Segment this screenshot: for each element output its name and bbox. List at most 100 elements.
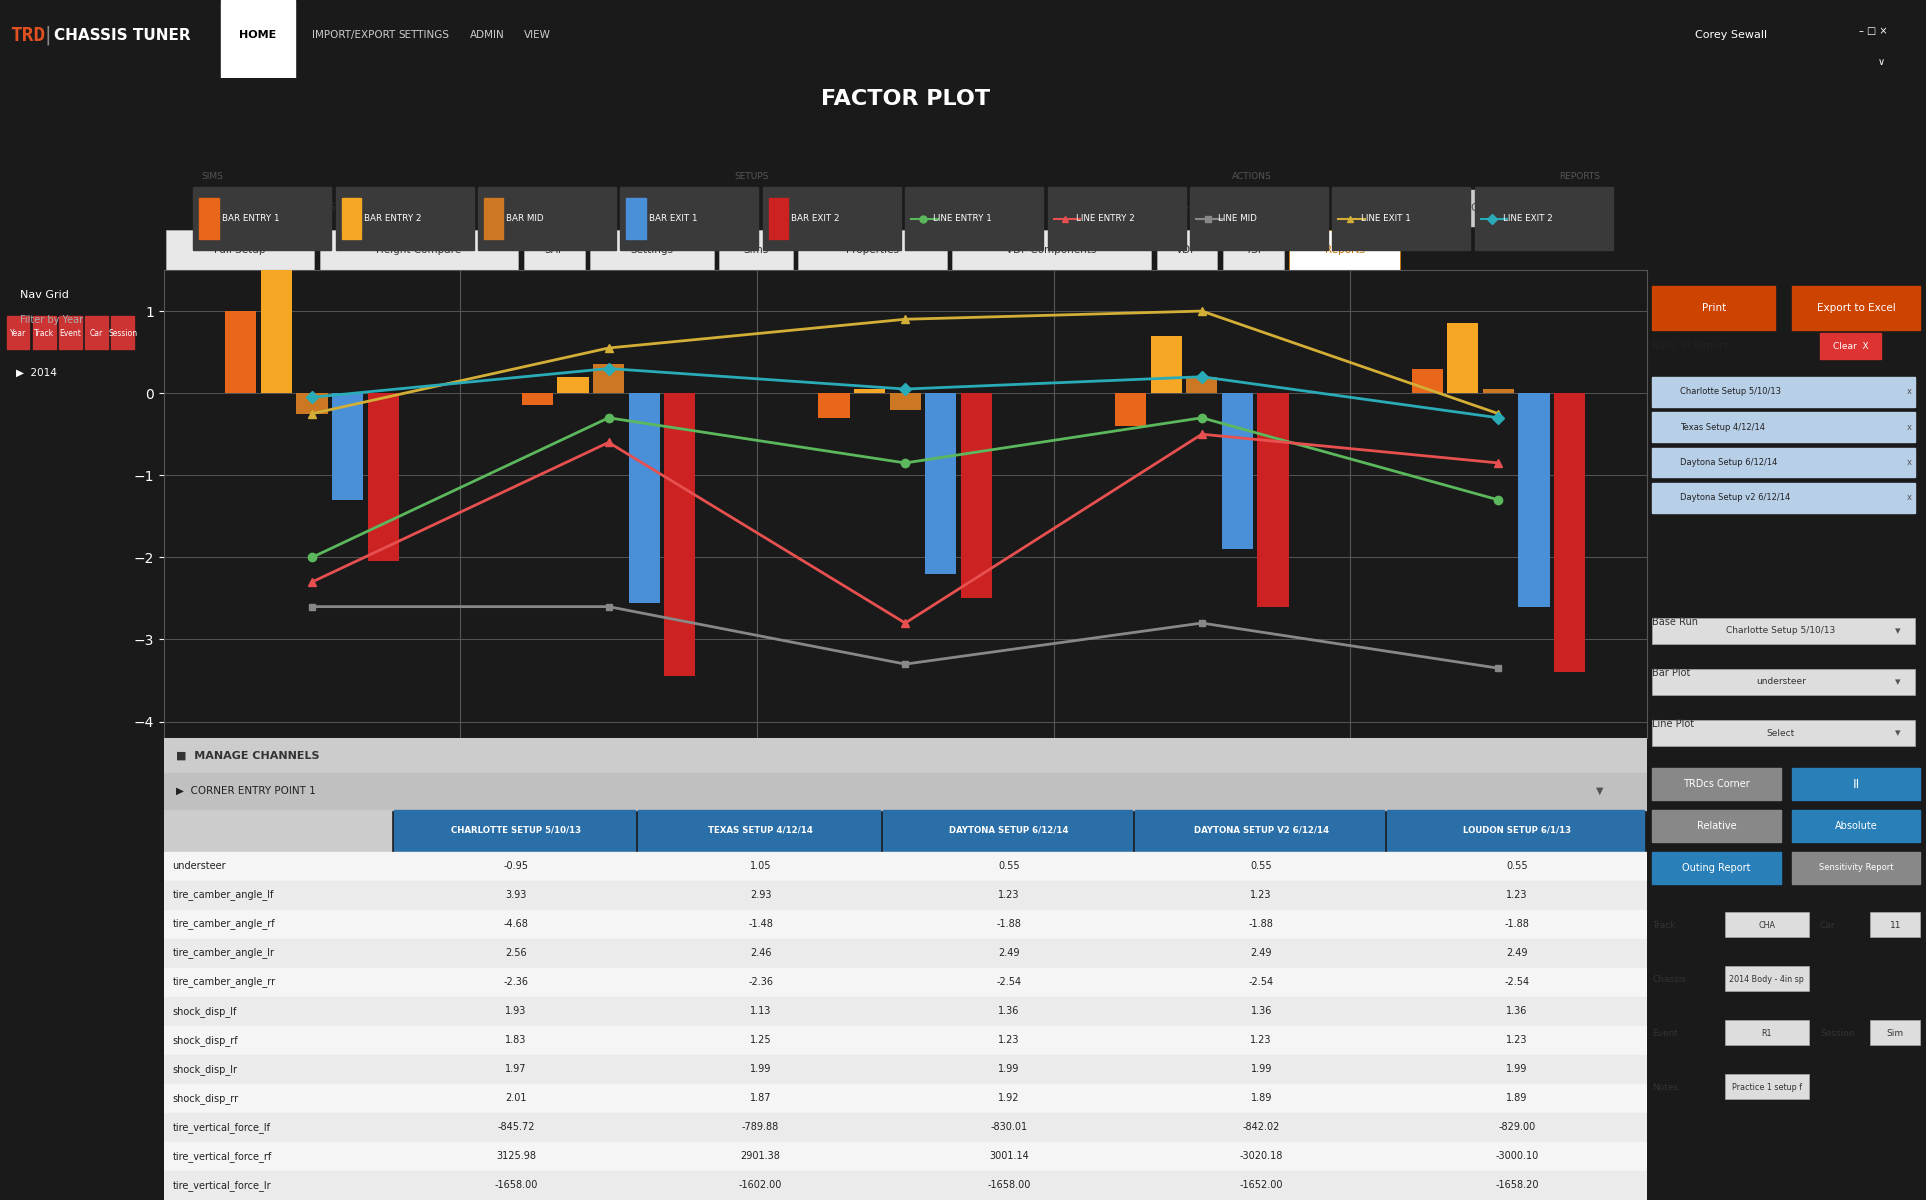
Bar <box>164 738 1647 773</box>
Bar <box>924 394 957 574</box>
Text: Event: Event <box>1653 1030 1678 1038</box>
Text: VDF Components: VDF Components <box>1007 245 1096 256</box>
Text: tire_vertical_force_lf: tire_vertical_force_lf <box>173 1122 272 1133</box>
Text: ▾: ▾ <box>1895 677 1901 686</box>
Bar <box>1223 230 1283 270</box>
Text: Full Setup: Full Setup <box>214 245 266 256</box>
Text: IMPORT/EXPORT: IMPORT/EXPORT <box>312 30 395 40</box>
Bar <box>1518 394 1550 607</box>
Bar <box>1870 912 1920 937</box>
Text: x: x <box>1907 388 1911 396</box>
Text: 2901.38: 2901.38 <box>742 1151 780 1162</box>
Text: 1.23: 1.23 <box>998 889 1019 900</box>
Text: ADMIN: ADMIN <box>470 30 505 40</box>
Text: Select: Select <box>1766 728 1795 738</box>
Text: CHASSIS TUNER: CHASSIS TUNER <box>54 28 191 42</box>
Bar <box>853 389 886 394</box>
Text: -842.02: -842.02 <box>1242 1122 1281 1133</box>
Bar <box>1554 394 1585 672</box>
Bar <box>953 230 1152 270</box>
Bar <box>320 230 518 270</box>
Text: 1.87: 1.87 <box>749 1093 772 1103</box>
Text: -1.48: -1.48 <box>747 919 772 929</box>
Text: -1658.00: -1658.00 <box>988 1181 1030 1190</box>
Text: VDF: VDF <box>1177 245 1198 256</box>
Text: ∨: ∨ <box>1878 58 1886 67</box>
Text: -2.54: -2.54 <box>1248 977 1273 986</box>
Bar <box>164 1171 1647 1200</box>
Text: Base Run: Base Run <box>1653 617 1699 626</box>
Bar <box>164 1142 1647 1171</box>
Bar <box>166 230 314 270</box>
Text: ■  MANAGE CHANNELS: ■ MANAGE CHANNELS <box>175 750 320 761</box>
Bar <box>961 394 992 599</box>
Text: DAYTONA SETUP 6/12/14: DAYTONA SETUP 6/12/14 <box>950 826 1069 835</box>
Bar <box>1653 852 1782 883</box>
Text: – □ ×: – □ × <box>1859 26 1887 36</box>
Bar <box>522 394 553 406</box>
Text: shock_disp_rf: shock_disp_rf <box>173 1034 239 1045</box>
Bar <box>164 968 1647 996</box>
Text: -1.88: -1.88 <box>996 919 1021 929</box>
Text: Export to Excel: Export to Excel <box>1816 304 1895 313</box>
Title: FACTOR PLOT: FACTOR PLOT <box>820 89 990 109</box>
Text: Track: Track <box>35 329 54 337</box>
Text: Charlotte Setup 5/10/13: Charlotte Setup 5/10/13 <box>1726 626 1835 635</box>
Text: 3/5/2014 1:12:23 PM: 3/5/2014 1:12:23 PM <box>318 203 433 214</box>
Text: -1602.00: -1602.00 <box>740 1181 782 1190</box>
Bar <box>368 394 399 562</box>
Bar <box>1791 286 1920 330</box>
Text: understeer: understeer <box>1757 678 1807 686</box>
Text: |: | <box>44 25 50 44</box>
Text: 1.36: 1.36 <box>998 1006 1019 1016</box>
Bar <box>33 317 56 349</box>
Text: 1.99: 1.99 <box>998 1064 1019 1074</box>
Text: 1.13: 1.13 <box>749 1006 770 1016</box>
Bar <box>1653 668 1914 695</box>
Bar <box>60 317 83 349</box>
Bar <box>1791 852 1920 883</box>
Bar <box>1653 377 1914 407</box>
Text: Event: Event <box>60 329 81 337</box>
Text: Print: Print <box>1703 304 1726 313</box>
Text: TRD: TRD <box>10 25 44 44</box>
Text: Track: Track <box>1653 922 1676 930</box>
Text: CHA: CHA <box>1758 922 1776 930</box>
Text: SETUPS: SETUPS <box>734 172 768 181</box>
Bar <box>112 317 135 349</box>
Text: SETTINGS: SETTINGS <box>399 30 449 40</box>
Bar <box>1653 413 1914 442</box>
Text: -829.00: -829.00 <box>1498 1122 1535 1133</box>
Bar <box>1115 394 1146 426</box>
Bar <box>1186 377 1217 394</box>
Text: tire_camber_angle_lr: tire_camber_angle_lr <box>173 948 275 959</box>
Bar <box>164 1084 1647 1112</box>
Bar <box>557 377 589 394</box>
Bar <box>1726 966 1809 991</box>
Text: 1.23: 1.23 <box>1250 1036 1271 1045</box>
Text: REPORTS: REPORTS <box>1558 172 1601 181</box>
Bar <box>1791 810 1920 842</box>
Text: Reports: Reports <box>1325 245 1366 256</box>
Bar <box>164 1055 1647 1084</box>
Bar <box>85 317 108 349</box>
Bar <box>1446 323 1479 394</box>
Text: Height Compare: Height Compare <box>376 245 462 256</box>
Text: DAYTONA SETUP V2 6/12/14: DAYTONA SETUP V2 6/12/14 <box>1194 826 1329 835</box>
Bar <box>1156 230 1217 270</box>
Text: -0.95: -0.95 <box>503 860 528 871</box>
Text: 2.01: 2.01 <box>505 1093 526 1103</box>
Bar <box>393 810 636 851</box>
Bar <box>1387 810 1643 851</box>
Text: -2.54: -2.54 <box>1504 977 1529 986</box>
Bar <box>1870 1020 1920 1045</box>
Text: Outing Report: Outing Report <box>1681 863 1751 872</box>
Text: 1.05: 1.05 <box>749 860 772 871</box>
Text: -2.54: -2.54 <box>996 977 1021 986</box>
Text: 3001.14: 3001.14 <box>990 1151 1028 1162</box>
Text: Off: Off <box>1471 203 1487 214</box>
Text: 1.99: 1.99 <box>1506 1064 1527 1074</box>
Text: Charlotte Setup 5/10/13: Charlotte Setup 5/10/13 <box>1679 388 1782 396</box>
Bar <box>1134 810 1385 851</box>
Bar <box>225 311 256 394</box>
